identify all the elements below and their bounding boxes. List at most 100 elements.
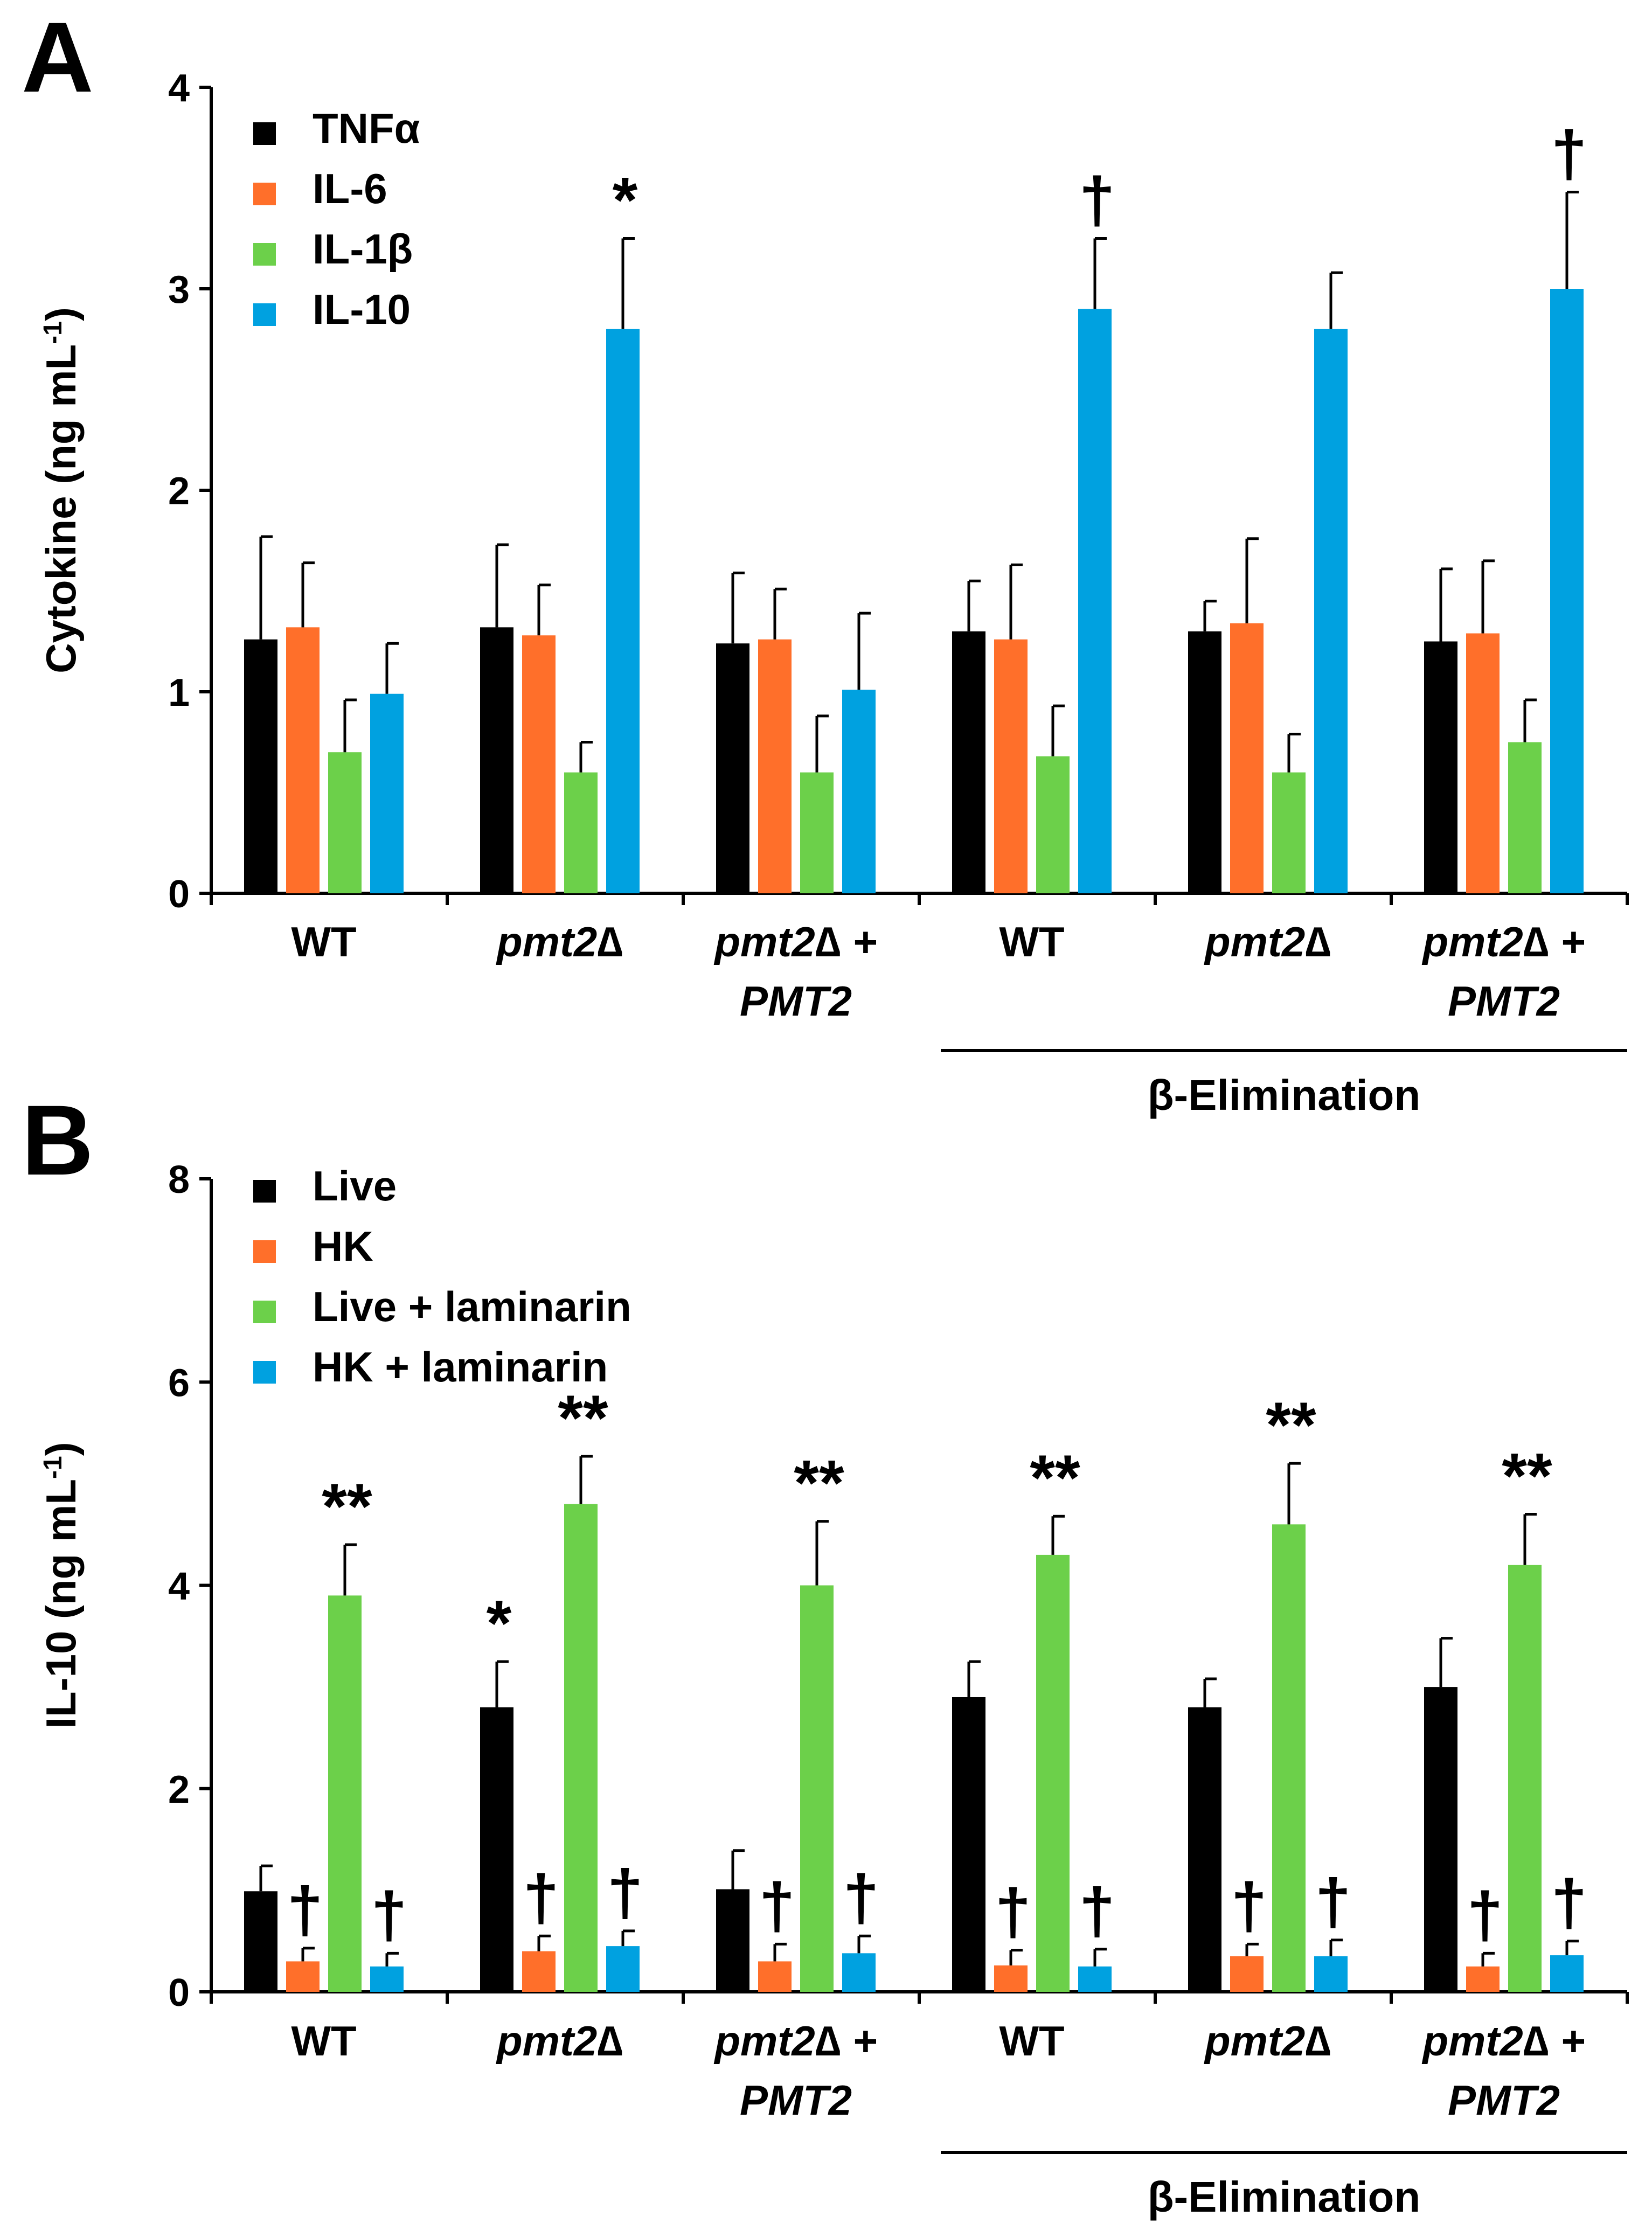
bar	[480, 627, 513, 893]
significance-mark: †	[1551, 117, 1587, 190]
category-label: pmt2∆	[496, 918, 623, 965]
group-label: β-Elimination	[1148, 2173, 1421, 2221]
legend-label: IL-1β	[313, 225, 413, 273]
bar	[1036, 1554, 1070, 1992]
bar	[522, 635, 556, 893]
y-tick-label: 4	[168, 67, 190, 110]
y-axis-title: Cytokine (ng mL-1)	[37, 307, 85, 673]
panel-letter: A	[22, 2, 94, 113]
significance-mark: *	[613, 164, 638, 237]
significance-mark: **	[1502, 1440, 1552, 1512]
bar	[1314, 329, 1348, 893]
bar	[370, 693, 404, 893]
bar	[842, 1953, 876, 1992]
bar	[994, 1965, 1028, 1992]
y-tick-label: 1	[168, 671, 190, 714]
significance-mark: †	[1079, 1875, 1115, 1947]
bar	[994, 639, 1028, 893]
bar	[370, 1966, 404, 1992]
bar	[1230, 1956, 1264, 1992]
bar	[286, 627, 320, 893]
bar	[800, 772, 834, 893]
category-label-line2: PMT2	[1448, 2076, 1560, 2124]
panel-a: A Cytokine (ng mL-1) 0 1 2 3 4 WT pmt2∆ pmt2∆ + PM…	[22, 2, 1629, 1119]
bar	[952, 631, 985, 893]
category-label: pmt2∆ +	[1421, 2017, 1585, 2065]
bar	[758, 639, 792, 893]
legend-label: IL-10	[313, 286, 411, 333]
y-tick-label: 0	[168, 873, 190, 916]
bar	[1230, 623, 1264, 893]
significance-mark: †	[1467, 1879, 1503, 1951]
bar	[1508, 742, 1542, 893]
bar	[1550, 289, 1584, 893]
bar	[1424, 641, 1457, 893]
significance-mark: †	[371, 1879, 407, 1951]
category-label: pmt2∆ +	[713, 918, 877, 965]
significance-mark: †	[287, 1874, 323, 1946]
significance-mark: †	[1551, 1867, 1587, 1939]
significance-mark: †	[995, 1876, 1031, 1948]
significance-mark: †	[1315, 1866, 1351, 1938]
bar	[1314, 1956, 1348, 1992]
significance-mark: **	[1030, 1442, 1080, 1514]
legend-label: TNFα	[313, 105, 420, 152]
bar	[716, 1889, 749, 1992]
category-label-line2: PMT2	[740, 2076, 852, 2124]
legend-swatch	[253, 1180, 276, 1203]
category-label: pmt2∆	[1204, 918, 1331, 965]
y-tick-label: 0	[168, 1971, 190, 2014]
bar	[328, 1595, 362, 1992]
legend-label: HK	[313, 1222, 373, 1270]
bar	[244, 639, 277, 893]
legend-swatch	[253, 243, 276, 266]
bar	[328, 752, 362, 893]
legend-swatch	[253, 122, 276, 145]
significance-mark: **	[322, 1470, 372, 1543]
bar	[1078, 1966, 1112, 1992]
group-label: β-Elimination	[1148, 1071, 1421, 1119]
bar	[606, 1946, 640, 1992]
bar	[564, 1504, 598, 1992]
significance-mark: **	[1266, 1389, 1316, 1461]
category-label: WT	[999, 2017, 1064, 2065]
panel-b: B IL-10 (ng mL-1) 0 2 4 6 8 WT pmt2∆ pmt2∆ + PMT2 W…	[22, 1085, 1629, 2221]
legend-swatch	[253, 303, 276, 326]
significance-mark: **	[558, 1382, 608, 1454]
bar	[800, 1585, 834, 1992]
y-axis-title: IL-10 (ng mL-1)	[37, 1442, 85, 1728]
bar	[1466, 1966, 1500, 1992]
bar	[1272, 1524, 1306, 1992]
bar	[1508, 1565, 1542, 1992]
bar	[842, 690, 876, 893]
bar	[1188, 1707, 1221, 1992]
category-label: WT	[999, 918, 1064, 965]
bar	[716, 643, 749, 893]
category-label-line2: PMT2	[740, 977, 852, 1025]
category-label: WT	[291, 2017, 356, 2065]
category-label-line2: PMT2	[1448, 977, 1560, 1025]
legend-label: IL-6	[313, 165, 387, 212]
bar	[1036, 756, 1070, 893]
significance-mark: †	[759, 1870, 795, 1942]
y-tick-label: 4	[168, 1565, 190, 1608]
category-label: pmt2∆	[1204, 2017, 1331, 2065]
legend-swatch	[253, 183, 276, 205]
bar	[952, 1697, 985, 1992]
category-label: pmt2∆ +	[713, 2017, 877, 2065]
bar	[1272, 772, 1306, 893]
significance-mark: *	[487, 1587, 512, 1659]
bar	[1078, 309, 1112, 893]
y-tick-label: 2	[168, 1768, 190, 1811]
bar	[1466, 633, 1500, 893]
significance-mark: **	[794, 1447, 844, 1519]
bar	[522, 1951, 556, 1992]
category-label: pmt2∆ +	[1421, 918, 1585, 965]
significance-mark: †	[843, 1861, 879, 1934]
bar	[1424, 1687, 1457, 1992]
category-label: WT	[291, 918, 356, 965]
category-label: pmt2∆	[496, 2017, 623, 2065]
legend-swatch	[253, 1361, 276, 1384]
bar	[1188, 631, 1221, 893]
